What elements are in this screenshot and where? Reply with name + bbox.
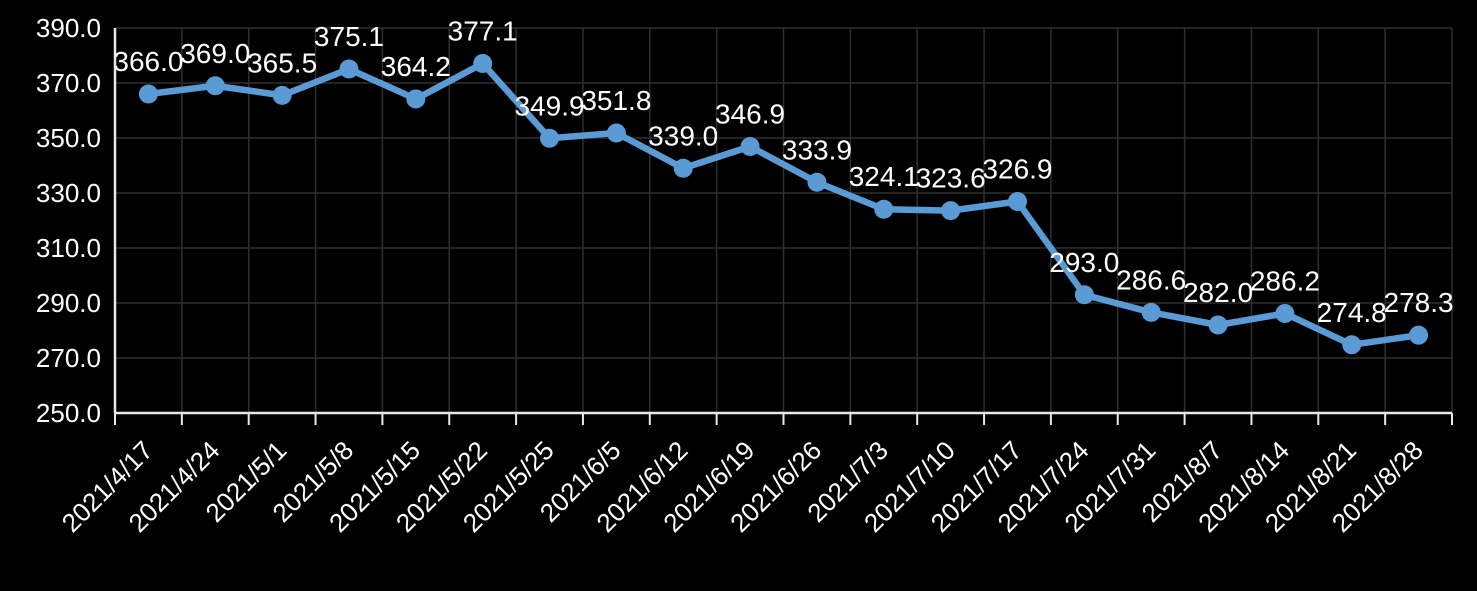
series-line <box>145 60 1422 349</box>
data-point-label: 366.0 <box>113 46 183 77</box>
data-point-label: 364.2 <box>381 51 451 82</box>
y-axis-tick-label: 290.0 <box>36 288 101 318</box>
data-point-marker <box>138 84 158 104</box>
data-point-marker <box>740 137 760 157</box>
data-point-marker <box>339 59 359 79</box>
data-point-marker <box>1007 192 1027 212</box>
y-axis-tick-label: 310.0 <box>36 233 101 263</box>
data-point-marker <box>1141 302 1161 322</box>
y-axis-tick-label: 390.0 <box>36 13 101 43</box>
y-axis-tick-label: 370.0 <box>36 68 101 98</box>
y-axis-tick-label: 250.0 <box>36 398 101 428</box>
data-point-marker <box>1074 285 1094 305</box>
y-axis-tick-label: 330.0 <box>36 178 101 208</box>
data-point-label: 346.9 <box>715 99 785 130</box>
data-point-label: 282.0 <box>1183 277 1253 308</box>
data-point-label: 286.6 <box>1116 264 1186 295</box>
data-point-label: 326.9 <box>982 154 1052 185</box>
data-point-marker <box>205 76 225 96</box>
data-point-label: 377.1 <box>448 15 518 46</box>
data-point-marker <box>1409 325 1429 345</box>
data-point-marker <box>941 201 961 221</box>
data-point-marker <box>606 123 626 143</box>
data-point-marker <box>1275 303 1295 323</box>
data-point-label: 349.9 <box>514 90 584 121</box>
data-point-marker <box>272 85 292 105</box>
data-point-label: 274.8 <box>1317 297 1387 328</box>
data-point-label: 365.5 <box>247 47 317 78</box>
data-point-label: 293.0 <box>1049 247 1119 278</box>
data-point-marker <box>406 89 426 109</box>
data-point-label: 323.6 <box>916 163 986 194</box>
data-point-marker <box>874 199 894 219</box>
data-point-marker <box>1342 335 1362 355</box>
y-axis-tick-label: 350.0 <box>36 123 101 153</box>
data-point-marker <box>1208 315 1228 335</box>
data-point-label: 351.8 <box>581 85 651 116</box>
data-point-label: 375.1 <box>314 21 384 52</box>
data-point-label: 369.0 <box>180 38 250 69</box>
data-point-marker <box>540 128 560 148</box>
data-point-marker <box>807 172 827 192</box>
y-axis-tick-label: 270.0 <box>36 343 101 373</box>
data-point-label: 339.0 <box>648 120 718 151</box>
data-point-marker <box>673 158 693 178</box>
data-point-label: 286.2 <box>1250 265 1320 296</box>
data-point-label: 333.9 <box>782 134 852 165</box>
data-point-label: 324.1 <box>849 161 919 192</box>
data-point-marker <box>473 53 493 73</box>
data-point-label: 278.3 <box>1384 287 1454 318</box>
